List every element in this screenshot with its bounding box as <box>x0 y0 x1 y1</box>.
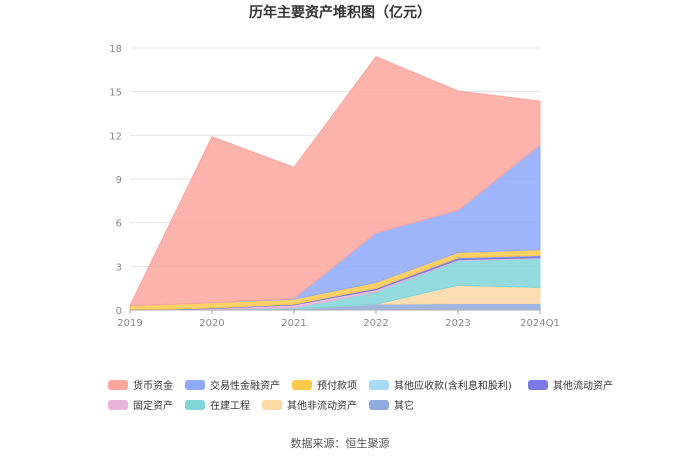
legend-swatch <box>262 400 282 410</box>
legend-swatch <box>292 380 312 390</box>
x-tick-label: 2021 <box>281 318 306 329</box>
legend-label: 其他应收款(含利息和股利) <box>394 379 512 392</box>
legend-item[interactable]: 预付款项 <box>292 379 357 392</box>
y-tick-label: 12 <box>109 131 122 142</box>
axes: 2019 2020 2021 2022 2023 2024Q1 <box>117 309 560 329</box>
chart-title: 历年主要资产堆积图（亿元） <box>249 4 431 21</box>
legend-swatch <box>369 400 389 410</box>
legend-item[interactable]: 固定资产 <box>108 399 173 412</box>
legend-item[interactable]: 在建工程 <box>185 399 250 412</box>
y-tick-label: 15 <box>109 88 122 99</box>
legend-item[interactable]: 其他流动资产 <box>528 379 613 392</box>
legend-label: 交易性金融资产 <box>210 379 280 392</box>
legend-swatch <box>185 380 205 390</box>
y-tick-label: 9 <box>116 175 122 186</box>
y-tick-label: 18 <box>109 44 122 55</box>
x-tick-label: 2019 <box>117 318 142 329</box>
legend-item[interactable]: 其它 <box>369 399 414 412</box>
legend-swatch <box>528 380 548 390</box>
y-tick-label: 3 <box>116 262 122 273</box>
x-tick-label: 2020 <box>199 318 224 329</box>
legend-label: 其它 <box>394 399 414 412</box>
legend-item[interactable]: 其他非流动资产 <box>262 399 357 412</box>
x-tick-label: 2023 <box>445 318 470 329</box>
y-tick-label: 0 <box>116 306 122 317</box>
legend-label: 其他流动资产 <box>553 379 613 392</box>
legend-swatch <box>108 380 128 390</box>
y-tick-label: 6 <box>116 219 122 230</box>
legend-item[interactable]: 交易性金融资产 <box>185 379 280 392</box>
legend-label: 在建工程 <box>210 399 250 412</box>
area-series-band[interactable]: 货币资金 <box>129 56 541 307</box>
data-source-note: 数据来源：恒生聚源 <box>291 436 390 450</box>
legend-swatch <box>369 380 389 390</box>
x-tick-label: 2022 <box>363 318 388 329</box>
x-tick-label: 2024Q1 <box>520 318 560 329</box>
legend-label: 其他非流动资产 <box>287 399 357 412</box>
area-series: 其它其他非流动资产在建工程固定资产其他流动资产其他应收款(含利息和股利)预付款项… <box>129 56 541 311</box>
legend-item[interactable]: 其他应收款(含利息和股利) <box>369 379 512 392</box>
legend-label: 固定资产 <box>133 399 173 412</box>
legend-item[interactable]: 货币资金 <box>108 379 173 392</box>
legend-label: 预付款项 <box>317 379 357 392</box>
legend-swatch <box>185 400 205 410</box>
legend-swatch <box>108 400 128 410</box>
legend-label: 货币资金 <box>133 379 173 392</box>
